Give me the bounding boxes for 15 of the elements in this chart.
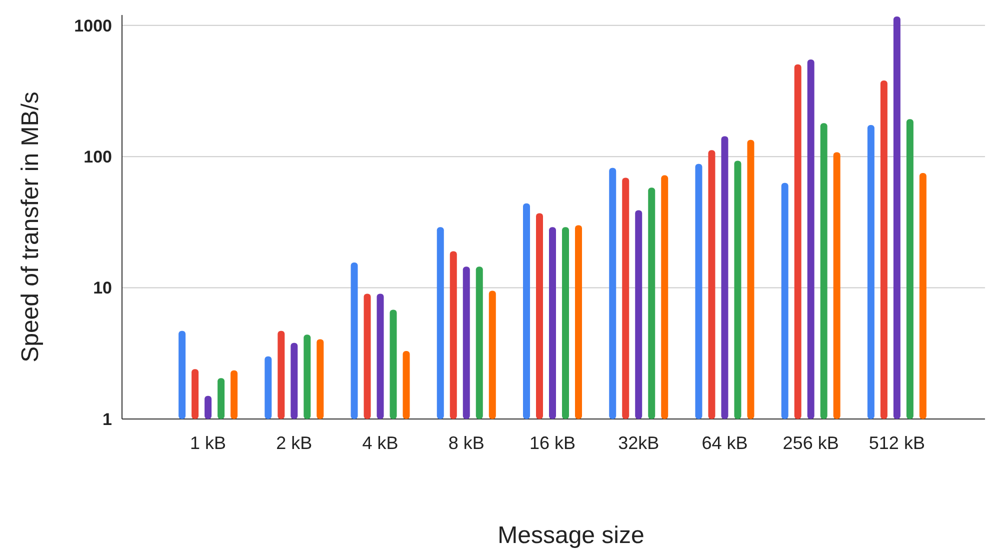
x-tick-label: 4 kB	[362, 433, 398, 453]
x-axis-title: Message size	[498, 522, 644, 549]
y-tick-label: 10	[93, 278, 112, 298]
x-tick-label: 512 kB	[868, 433, 925, 453]
y-tick-label: 1000	[74, 16, 112, 36]
x-tick-label: 256 kB	[782, 433, 839, 453]
x-tick-label: 2 kB	[276, 433, 312, 453]
x-tick-label: 16 kB	[529, 433, 576, 453]
y-tick-label: 1	[102, 410, 112, 429]
y-axis-title: Speed of transfer in MB/s	[17, 92, 44, 362]
x-tick-label: 8 kB	[448, 433, 484, 453]
x-tick-label: 64 kB	[702, 433, 748, 453]
x-tick-label: 32kB	[618, 433, 660, 453]
y-tick-label: 100	[84, 148, 112, 167]
x-tick-label: 1 kB	[190, 433, 226, 453]
